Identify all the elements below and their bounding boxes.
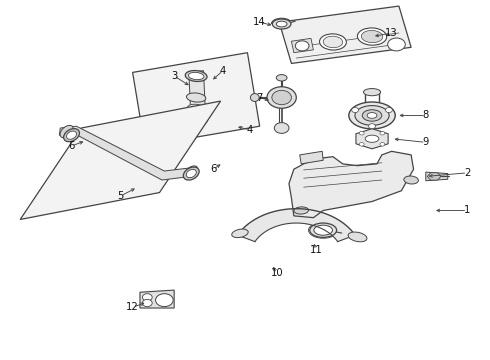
Ellipse shape bbox=[294, 207, 309, 214]
Polygon shape bbox=[356, 129, 388, 149]
Ellipse shape bbox=[365, 135, 379, 142]
Ellipse shape bbox=[183, 167, 199, 180]
Ellipse shape bbox=[348, 232, 367, 242]
Circle shape bbox=[359, 131, 364, 135]
Circle shape bbox=[143, 300, 152, 307]
Circle shape bbox=[143, 294, 152, 301]
Ellipse shape bbox=[60, 125, 73, 138]
Text: 2: 2 bbox=[464, 168, 470, 178]
Ellipse shape bbox=[361, 31, 383, 43]
Text: 9: 9 bbox=[422, 138, 429, 147]
Circle shape bbox=[359, 143, 364, 146]
Ellipse shape bbox=[404, 176, 418, 184]
Circle shape bbox=[380, 143, 385, 146]
Text: 10: 10 bbox=[270, 268, 283, 278]
Ellipse shape bbox=[357, 28, 387, 45]
Polygon shape bbox=[279, 6, 411, 63]
Ellipse shape bbox=[355, 105, 389, 125]
Ellipse shape bbox=[364, 89, 381, 96]
Circle shape bbox=[386, 108, 392, 113]
Ellipse shape bbox=[319, 34, 346, 50]
Text: 1: 1 bbox=[464, 206, 470, 216]
Circle shape bbox=[380, 131, 385, 135]
Text: 8: 8 bbox=[423, 111, 429, 121]
Text: 3: 3 bbox=[171, 71, 177, 81]
Polygon shape bbox=[133, 53, 260, 146]
Polygon shape bbox=[238, 209, 355, 242]
Circle shape bbox=[272, 90, 292, 105]
Ellipse shape bbox=[314, 225, 332, 235]
Circle shape bbox=[156, 294, 173, 307]
Ellipse shape bbox=[188, 104, 205, 112]
Ellipse shape bbox=[276, 21, 287, 27]
Circle shape bbox=[368, 124, 375, 129]
Circle shape bbox=[388, 38, 405, 51]
Ellipse shape bbox=[232, 229, 248, 238]
Ellipse shape bbox=[185, 114, 207, 125]
Polygon shape bbox=[189, 71, 206, 125]
Text: 5: 5 bbox=[117, 191, 123, 201]
Ellipse shape bbox=[276, 75, 287, 81]
Ellipse shape bbox=[349, 102, 395, 129]
Polygon shape bbox=[20, 101, 221, 220]
Polygon shape bbox=[59, 126, 194, 180]
Ellipse shape bbox=[367, 113, 377, 118]
Ellipse shape bbox=[362, 110, 382, 121]
Text: 14: 14 bbox=[253, 17, 266, 27]
Polygon shape bbox=[426, 172, 448, 181]
Ellipse shape bbox=[295, 41, 309, 51]
Ellipse shape bbox=[186, 170, 196, 177]
Polygon shape bbox=[427, 173, 441, 180]
Text: 12: 12 bbox=[126, 302, 139, 312]
Ellipse shape bbox=[187, 93, 206, 102]
Ellipse shape bbox=[185, 166, 198, 178]
Text: 6: 6 bbox=[210, 164, 217, 174]
Ellipse shape bbox=[188, 116, 204, 123]
Circle shape bbox=[267, 87, 296, 108]
Ellipse shape bbox=[323, 36, 343, 48]
Polygon shape bbox=[300, 151, 323, 164]
Ellipse shape bbox=[64, 129, 79, 142]
Text: 13: 13 bbox=[385, 28, 398, 38]
Text: 7: 7 bbox=[256, 93, 263, 103]
Ellipse shape bbox=[185, 71, 207, 81]
Polygon shape bbox=[289, 151, 414, 218]
Polygon shape bbox=[292, 39, 314, 53]
Text: 6: 6 bbox=[69, 141, 75, 151]
Ellipse shape bbox=[67, 131, 76, 139]
Circle shape bbox=[274, 123, 289, 134]
Text: 4: 4 bbox=[220, 66, 226, 76]
Polygon shape bbox=[140, 290, 174, 308]
Ellipse shape bbox=[310, 223, 337, 237]
Ellipse shape bbox=[250, 94, 259, 102]
Ellipse shape bbox=[272, 19, 291, 29]
Circle shape bbox=[352, 108, 359, 113]
Text: 4: 4 bbox=[247, 125, 253, 135]
Text: 11: 11 bbox=[310, 245, 322, 255]
Ellipse shape bbox=[188, 72, 204, 80]
